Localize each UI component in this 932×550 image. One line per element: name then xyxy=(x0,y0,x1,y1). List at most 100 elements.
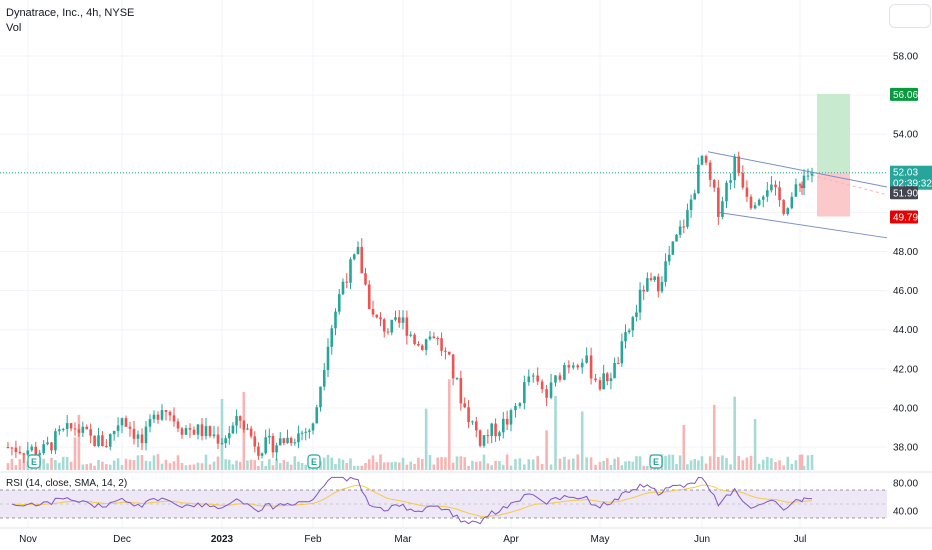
time-tick-label: Dec xyxy=(113,534,131,545)
volume-bar xyxy=(523,464,526,470)
volume-bar xyxy=(204,454,208,470)
rsi-tick-label: 80.00 xyxy=(893,479,918,490)
volume-bar xyxy=(447,379,451,470)
volume-bar xyxy=(360,465,364,470)
volume-bar xyxy=(349,458,352,470)
volume-bar xyxy=(413,463,416,470)
volume-bar xyxy=(260,460,264,470)
candle-body xyxy=(275,445,278,453)
volume-bar xyxy=(97,460,100,470)
candle-body xyxy=(697,164,700,194)
volume-bar xyxy=(444,457,447,470)
volume-bar xyxy=(386,462,390,470)
volume-bar xyxy=(409,461,413,470)
earnings-badge xyxy=(27,454,41,469)
candle-body xyxy=(527,376,531,383)
volume-bar xyxy=(65,457,69,470)
candle-body xyxy=(208,426,212,437)
candle-body xyxy=(518,403,522,407)
rsi-pane xyxy=(0,471,932,525)
candle-body xyxy=(478,430,482,446)
candle-body xyxy=(540,381,544,390)
candle-body xyxy=(554,375,557,383)
volume-bar xyxy=(753,419,757,470)
volume-bar xyxy=(42,458,45,470)
volume-bar xyxy=(208,464,212,470)
volume-bar xyxy=(249,459,253,470)
time-tick-label: Apr xyxy=(503,534,519,545)
toolbar-button[interactable] xyxy=(889,4,931,28)
candle-body xyxy=(176,421,180,429)
volume-bar xyxy=(613,458,616,470)
volume-bar xyxy=(268,459,271,470)
volume-bar xyxy=(81,464,85,470)
stop-price-tag-text: 49.79 xyxy=(893,213,918,224)
volume-bar xyxy=(168,463,172,470)
volume-bar xyxy=(432,464,436,470)
candle-body xyxy=(602,373,605,390)
volume-bar xyxy=(196,462,200,470)
candle-body xyxy=(271,435,275,453)
prev-close-tag-text: 51.90 xyxy=(893,188,918,199)
candle-body xyxy=(523,382,526,404)
candle-body xyxy=(360,246,364,274)
candle-body xyxy=(576,365,580,368)
volume-bar xyxy=(390,462,394,470)
volume-bar xyxy=(304,464,308,470)
volume-bar xyxy=(451,462,455,470)
volume-bar xyxy=(671,454,675,470)
volume-bar xyxy=(417,457,420,470)
time-tick-label: Mar xyxy=(394,534,412,545)
candle-body xyxy=(264,437,267,454)
candle-body xyxy=(356,246,360,255)
candle-body xyxy=(128,426,132,429)
candle-body xyxy=(334,311,337,329)
candle-body xyxy=(463,403,467,408)
volume-bar xyxy=(148,461,152,470)
candle-body xyxy=(235,416,238,426)
volume-bar xyxy=(18,459,22,470)
volume-bar xyxy=(164,459,168,470)
volume-bar xyxy=(257,465,260,470)
volume-bar xyxy=(605,458,609,470)
candle-body xyxy=(6,447,10,448)
candle-body xyxy=(627,330,631,333)
volume-bar xyxy=(531,459,535,470)
candle-body xyxy=(196,424,200,435)
volume-bar xyxy=(364,462,367,470)
candle-body xyxy=(790,196,794,209)
candle-body xyxy=(341,281,345,295)
volume-bar xyxy=(761,459,765,470)
volume-bar xyxy=(436,457,440,470)
candle-body xyxy=(200,424,204,437)
candle-body xyxy=(22,453,26,455)
volume-bar xyxy=(501,464,505,470)
price-tick-label: 58.00 xyxy=(893,52,918,63)
candle-body xyxy=(514,406,517,411)
candle-body xyxy=(642,289,646,292)
volume-bar xyxy=(471,460,474,470)
candle-body xyxy=(61,429,65,431)
earnings-badge xyxy=(649,454,663,469)
candle-body xyxy=(257,446,260,456)
candle-body xyxy=(379,317,382,320)
volume-bar xyxy=(646,465,649,470)
candle-body xyxy=(572,365,575,368)
candle-body xyxy=(605,373,609,382)
candle-body xyxy=(278,438,282,446)
candle-body xyxy=(105,445,108,447)
volume-bar xyxy=(212,461,216,470)
volume-bar xyxy=(337,458,341,470)
volume-bar xyxy=(297,461,300,470)
volume-bar xyxy=(10,458,14,470)
candles xyxy=(6,151,814,463)
volume-bar xyxy=(192,464,196,470)
candle-body xyxy=(73,428,77,430)
earnings-marker: E xyxy=(649,454,663,469)
candle-body xyxy=(367,284,371,310)
candle-body xyxy=(112,430,116,435)
candle-body xyxy=(231,425,235,434)
candle-body xyxy=(653,276,656,280)
candle-body xyxy=(18,451,22,454)
